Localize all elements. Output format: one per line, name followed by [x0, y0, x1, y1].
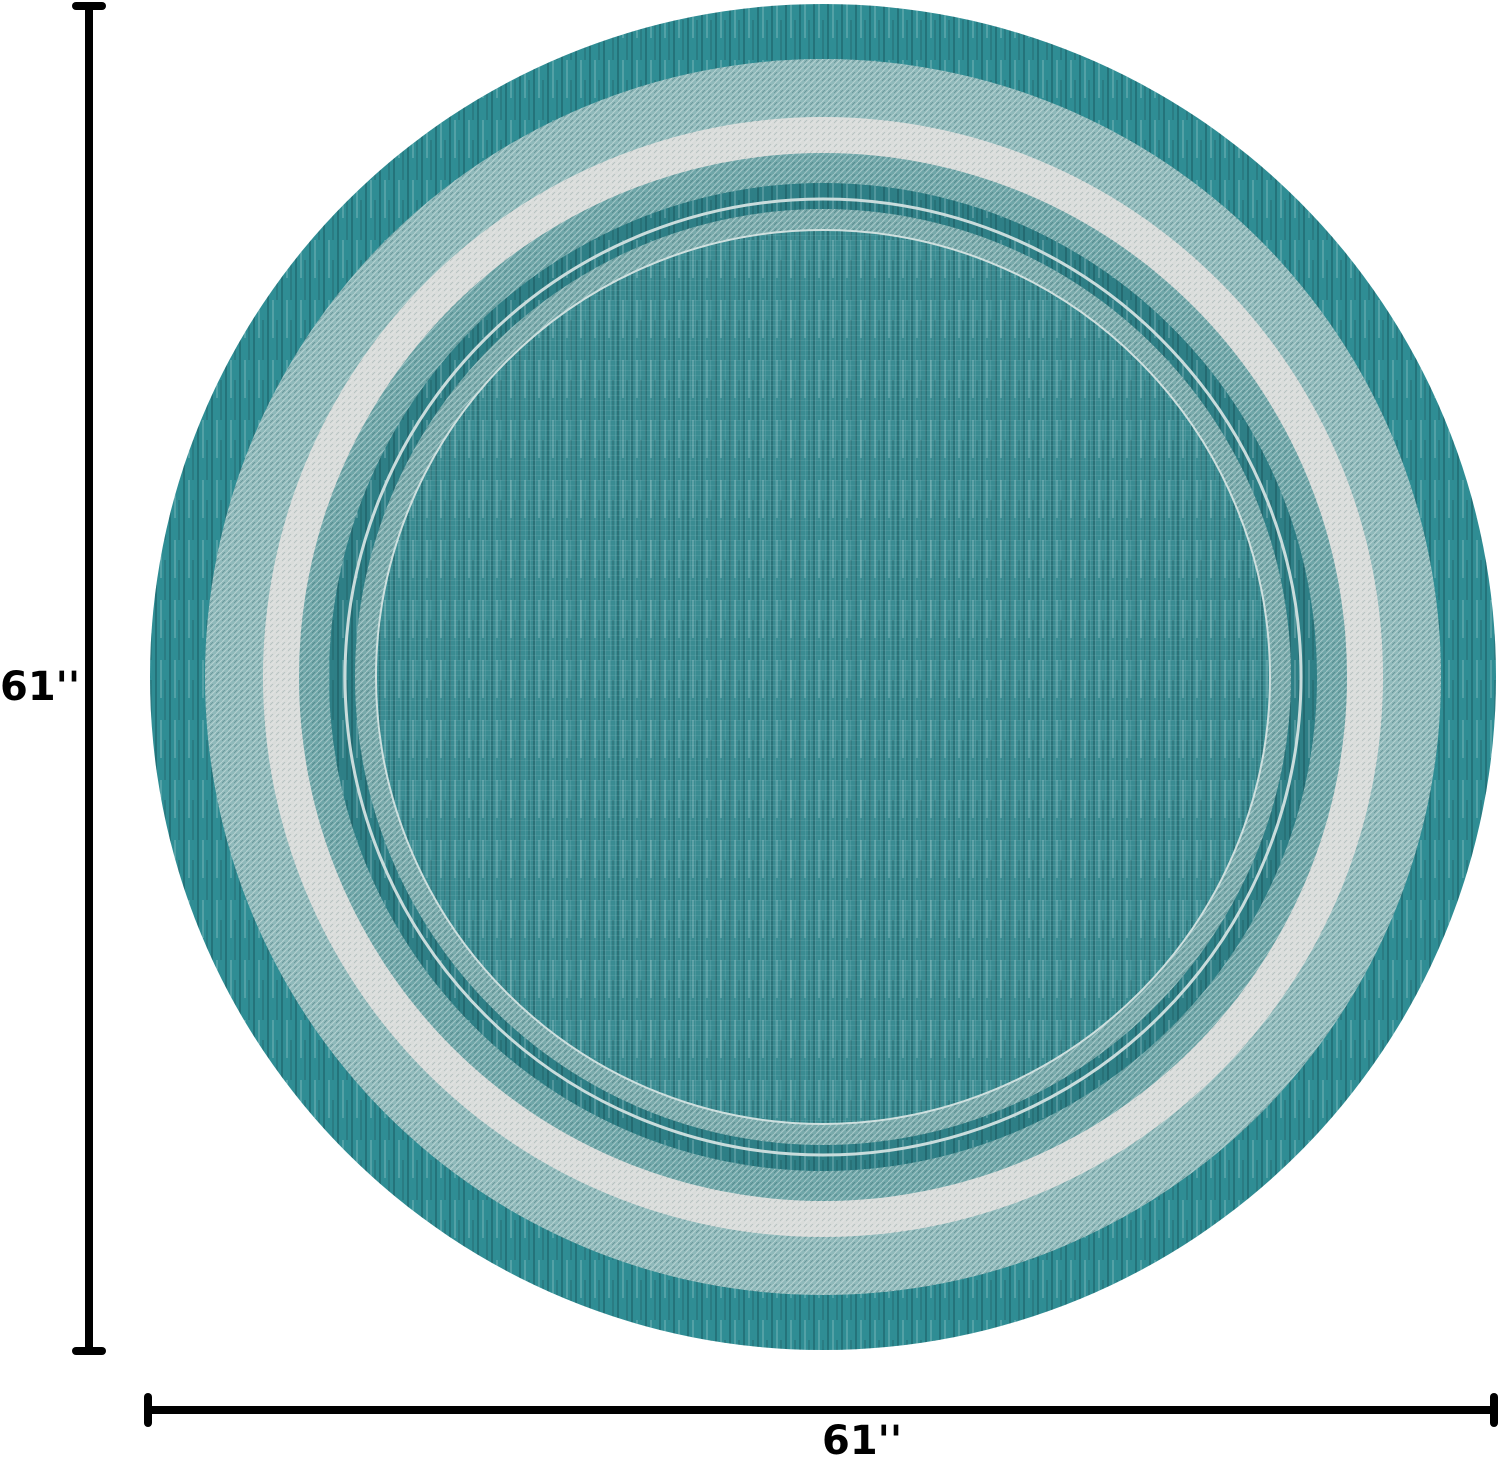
round-rug [150, 4, 1496, 1350]
width-label: 61'' [822, 1418, 903, 1464]
width-dimension-line [144, 1393, 1498, 1427]
height-dimension-line [72, 2, 106, 1355]
rug-thin-line [343, 197, 1303, 1157]
height-label: 61'' [0, 664, 81, 710]
